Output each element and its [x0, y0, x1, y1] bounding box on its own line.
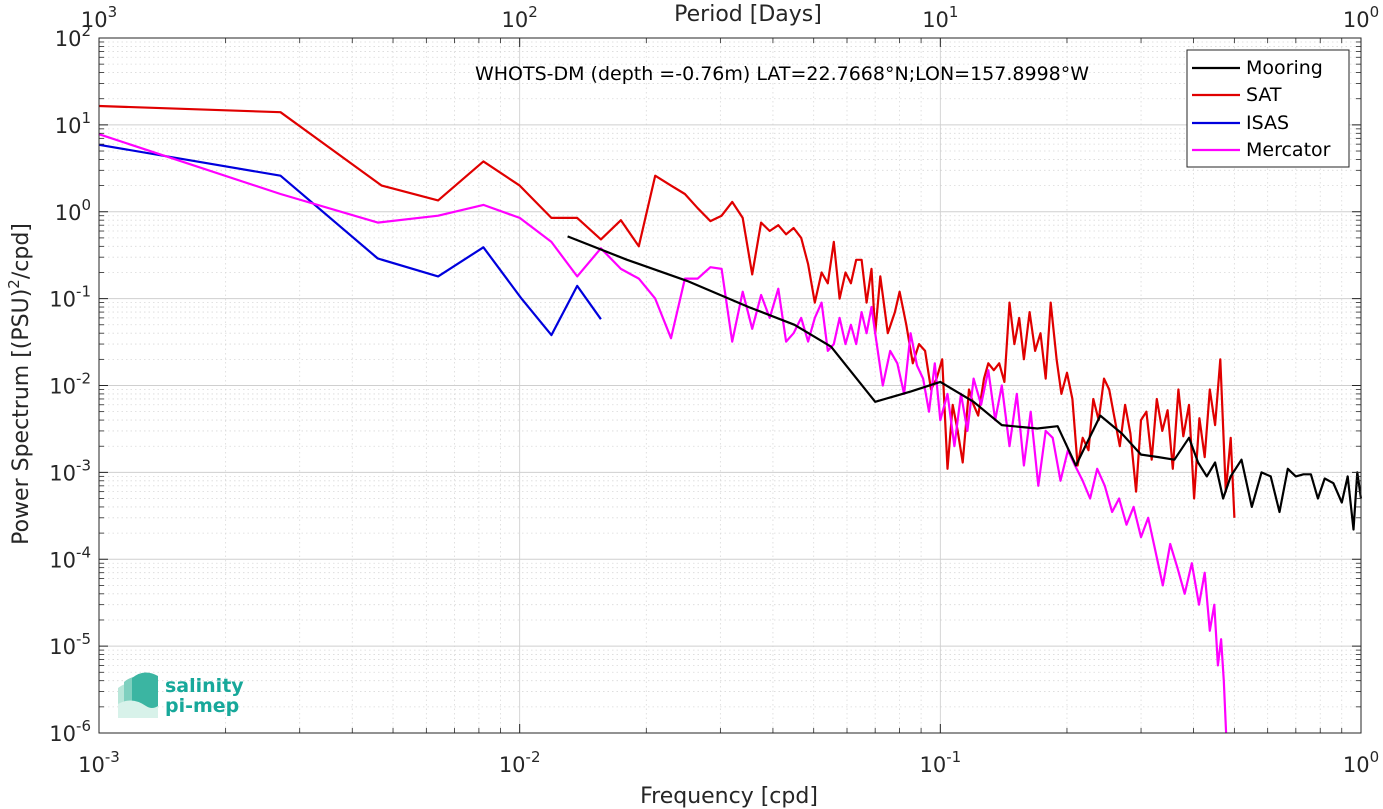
legend-box [1186, 49, 1350, 168]
series-layer [98, 104, 1363, 734]
top-tick-label: 101 [922, 3, 958, 32]
y-axis-title: Power Spectrum [(PSU)2/cpd] [5, 223, 34, 545]
wave-logo-icon [118, 672, 158, 718]
y-tick-label: 102 [55, 22, 91, 51]
series-line-mercator [98, 133, 1228, 734]
x-tick-label: 10-2 [499, 748, 541, 777]
top-tick-label: 102 [502, 3, 538, 32]
legend-label-isas: ISAS [1246, 112, 1289, 134]
legend: Mooring SAT ISAS Mercator [1186, 49, 1350, 168]
top-tick-label: 100 [1343, 3, 1379, 32]
series-line-mooring [567, 235, 1363, 531]
x-tick-label: 10-1 [919, 748, 961, 777]
x-tick-labels: 10-3 10-2 10-1 100 [78, 748, 1379, 777]
y-tick-labels: 102 101 100 10-1 10-2 10-3 10-4 10-5 10-6 [49, 22, 91, 746]
logo-text-line2: pi-mep [165, 695, 239, 717]
y-tick-label: 100 [55, 196, 91, 225]
top-tick-label: 103 [81, 3, 117, 32]
series-line-sat [98, 104, 1236, 518]
y-tick-label: 10-6 [49, 717, 91, 746]
top-tick-labels: 103 102 101 100 [81, 3, 1379, 32]
y-tick-label: 10-5 [49, 630, 91, 659]
y-tick-label: 10-1 [49, 283, 91, 312]
y-tick-label: 10-2 [49, 370, 91, 399]
x-axis-title: Frequency [cpd] [640, 784, 818, 809]
legend-label-sat: SAT [1246, 84, 1282, 106]
plot-title: WHOTS-DM (depth =-0.76m) LAT=22.7668°N;L… [475, 63, 1089, 85]
tick-marks [98, 37, 1362, 734]
top-axis-title: Period [Days] [674, 2, 822, 27]
y-axis-title-main: Power Spectrum [(PSU) [9, 289, 34, 545]
y-tick-label: 101 [55, 109, 91, 138]
legend-label-mooring: Mooring [1246, 57, 1323, 79]
y-axis-title-sup: 2 [5, 279, 23, 289]
legend-label-mercator: Mercator [1246, 139, 1331, 161]
x-tick-label: 100 [1343, 748, 1379, 777]
salinity-pimep-logo: salinity pi-mep [118, 672, 244, 718]
y-axis-title-tail: /cpd] [9, 223, 34, 279]
x-tick-label: 10-3 [78, 748, 120, 777]
y-tick-label: 10-3 [49, 456, 91, 485]
logo-text-line1: salinity [165, 675, 244, 697]
y-tick-label: 10-4 [49, 543, 91, 572]
